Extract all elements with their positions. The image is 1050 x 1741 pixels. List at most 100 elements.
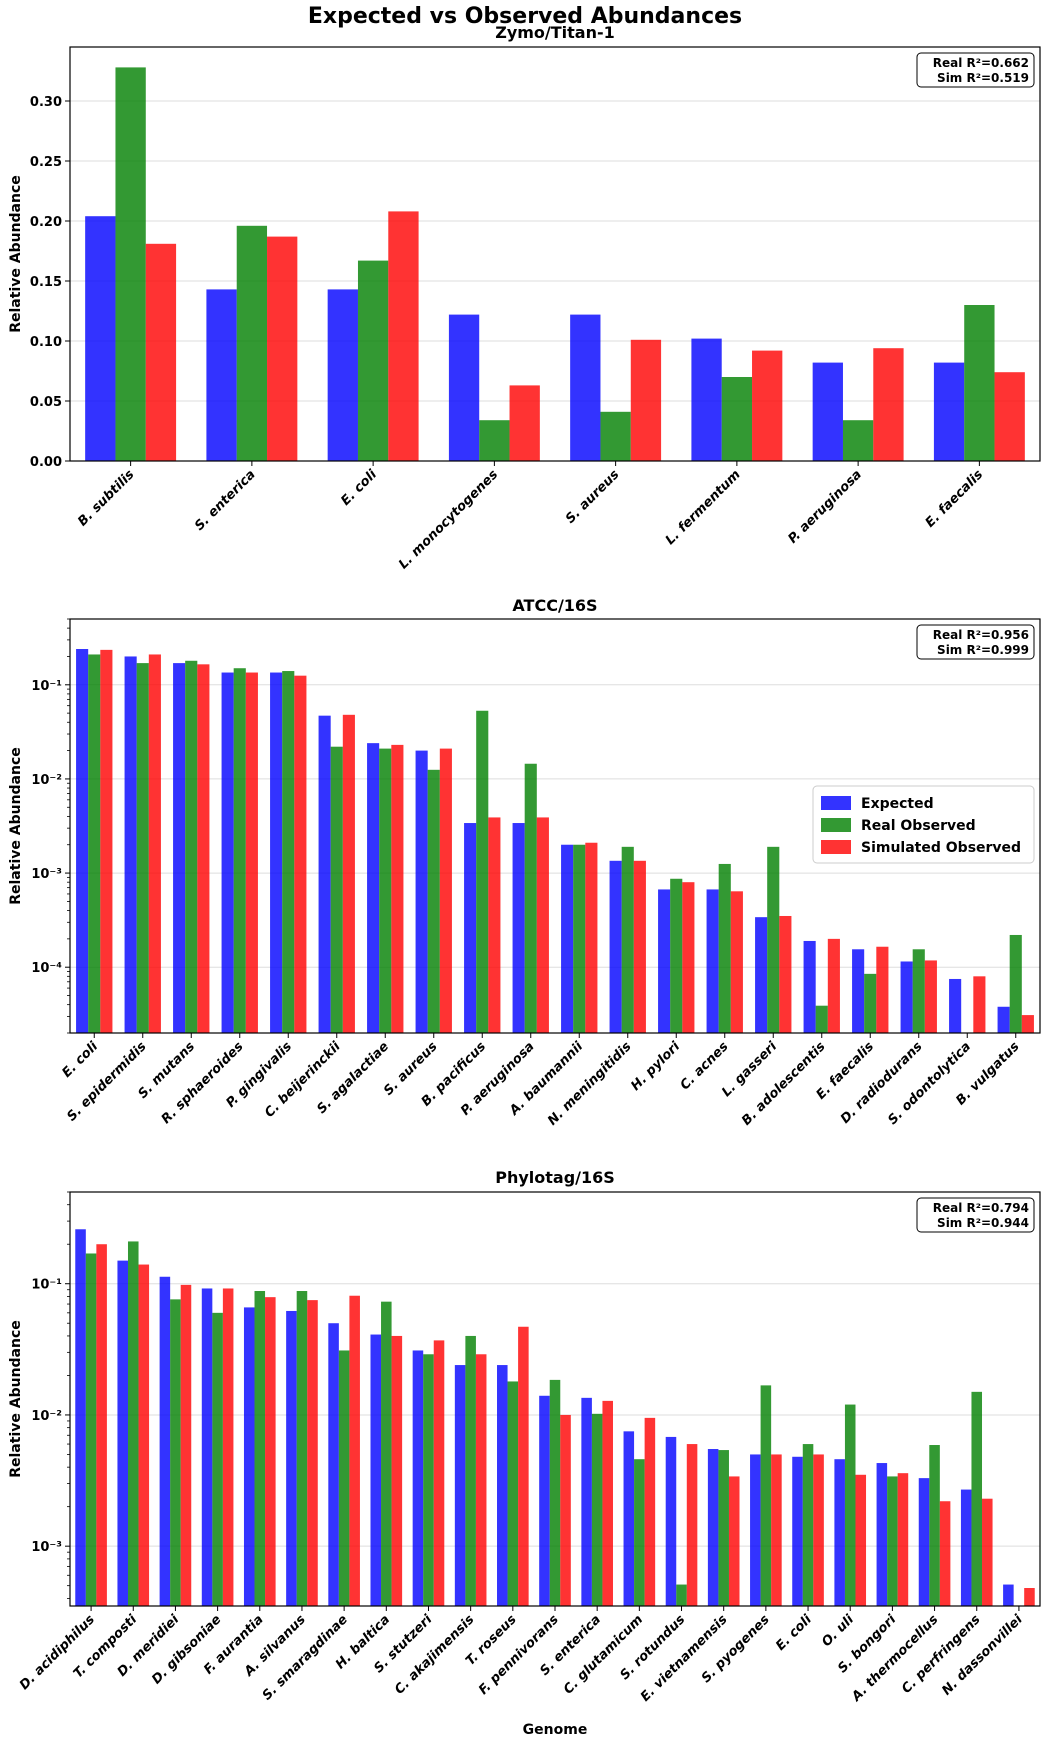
bar-simulated-observed: [267, 236, 298, 461]
bar-simulated-observed: [180, 1284, 192, 1606]
chart-panel-1: 0.00 0.05 0.10 0.15 0.20 0.25 0.30 B. subtilis S…: [8, 23, 1041, 572]
legend-box: [812, 785, 1035, 864]
bar-real-observed: [465, 1335, 476, 1606]
bar-real-observed: [236, 225, 268, 461]
bar-expected: [76, 649, 89, 1033]
bar-expected: [691, 338, 722, 461]
y-tick-label: 10⁻³: [31, 1540, 62, 1555]
bar-real-observed: [85, 1253, 97, 1606]
bar-real-observed: [507, 1381, 519, 1606]
bar-real-observed: [721, 377, 753, 461]
bar-expected: [812, 362, 843, 461]
bar-simulated-observed: [779, 915, 792, 1033]
bar-expected: [792, 1456, 803, 1606]
bar-expected: [328, 1323, 339, 1606]
bar-simulated-observed: [686, 1444, 698, 1606]
bar-real-observed: [634, 1459, 645, 1606]
bar-expected: [852, 949, 865, 1033]
bar-simulated-observed: [433, 1340, 445, 1606]
bar-simulated-observed: [100, 649, 113, 1033]
bar-simulated-observed: [509, 385, 540, 461]
r2-sim-label: Sim R²=0.944: [937, 1216, 1029, 1230]
x-tick-label: L. monocytogenes: [396, 467, 501, 572]
bar-expected: [900, 961, 913, 1033]
bar-expected: [159, 1276, 171, 1606]
y-tick-label: 0.25: [30, 155, 62, 170]
bar-real-observed: [718, 1450, 729, 1606]
r2-box: [916, 52, 1035, 88]
x-tick-label: L. fermentum: [663, 467, 744, 548]
bar-expected: [707, 1449, 719, 1606]
bar-expected: [370, 1334, 382, 1606]
bar-simulated-observed: [265, 1297, 276, 1606]
bar-simulated-observed: [813, 1454, 824, 1606]
bar-simulated-observed: [873, 348, 904, 461]
x-tick-label: N. dassonvillei: [939, 1612, 1026, 1699]
bar-real-observed: [254, 1291, 266, 1606]
bar-simulated-observed: [536, 817, 549, 1033]
bar-real-observed: [479, 420, 510, 461]
bar-real-observed: [357, 260, 389, 461]
axes-frame: [69, 1191, 1041, 1607]
bar-simulated-observed: [644, 1417, 656, 1606]
legend-swatch: [821, 796, 851, 810]
bar-simulated-observed: [994, 372, 1025, 461]
bar-expected: [464, 823, 477, 1033]
bar-real-observed: [600, 411, 631, 461]
bar-expected: [623, 1431, 635, 1606]
bar-simulated-observed: [488, 817, 501, 1033]
bar-real-observed: [676, 1584, 687, 1606]
x-tick-label: E. faecalis: [923, 467, 987, 531]
bar-simulated-observed: [197, 664, 210, 1033]
x-tick-label: B. adolescentis: [739, 1039, 829, 1129]
legend-label: Expected: [861, 796, 934, 812]
y-tick-label: 10⁻²: [31, 773, 62, 788]
axes-frame: [69, 46, 1041, 462]
panel-title: Zymo/Titan-1: [495, 23, 615, 42]
r2-real-label: Real R²=0.794: [933, 1201, 1029, 1215]
x-tick-label: R. sphaeroides: [159, 1039, 247, 1127]
bar-simulated-observed: [138, 1264, 150, 1606]
y-tick-label: 0.15: [30, 275, 62, 290]
bar-real-observed: [170, 1299, 181, 1606]
bar-simulated-observed: [827, 938, 840, 1033]
legend-swatch: [821, 840, 851, 854]
y-tick-label: 10⁻³: [31, 867, 62, 882]
figure-title: Expected vs Observed Abundances: [307, 4, 743, 29]
bar-real-observed: [815, 1005, 828, 1033]
bar-expected: [997, 1006, 1010, 1033]
bar-real-observed: [381, 1301, 392, 1606]
r2-real-label: Real R²=0.956: [933, 628, 1029, 642]
y-tick-label: 10⁻⁴: [31, 961, 62, 976]
bar-expected: [803, 940, 816, 1033]
bar-simulated-observed: [630, 339, 662, 461]
bar-real-observed: [233, 668, 246, 1033]
bar-real-observed: [767, 846, 780, 1033]
y-axis-label: Relative Abundance: [8, 747, 24, 905]
bar-expected: [918, 1478, 930, 1606]
x-tick-label: S. odontolytica: [885, 1039, 974, 1128]
bar-simulated-observed: [1024, 1587, 1035, 1606]
bar-real-observed: [379, 748, 392, 1033]
r2-sim-label: Sim R²=0.519: [937, 71, 1029, 85]
bar-expected: [933, 362, 965, 461]
legend-label: Real Observed: [861, 818, 976, 834]
bar-expected: [243, 1307, 255, 1606]
x-tick-label: B. subtilis: [75, 467, 137, 529]
bar-real-observed: [573, 844, 586, 1033]
x-tick-label: H. pylori: [628, 1039, 683, 1094]
x-tick-label: E. coli: [773, 1612, 815, 1654]
x-tick-label: P. aeruginosa: [786, 467, 865, 546]
bar-real-observed: [296, 1291, 308, 1606]
bar-simulated-observed: [924, 960, 937, 1033]
bar-real-observed: [136, 663, 149, 1033]
r2-real-label: Real R²=0.662: [933, 56, 1029, 70]
bar-real-observed: [718, 863, 731, 1033]
bar-simulated-observed: [855, 1474, 867, 1606]
bar-expected: [949, 978, 962, 1033]
bar-real-observed: [115, 67, 146, 462]
bar-real-observed: [844, 1404, 856, 1606]
bar-expected: [570, 314, 601, 461]
